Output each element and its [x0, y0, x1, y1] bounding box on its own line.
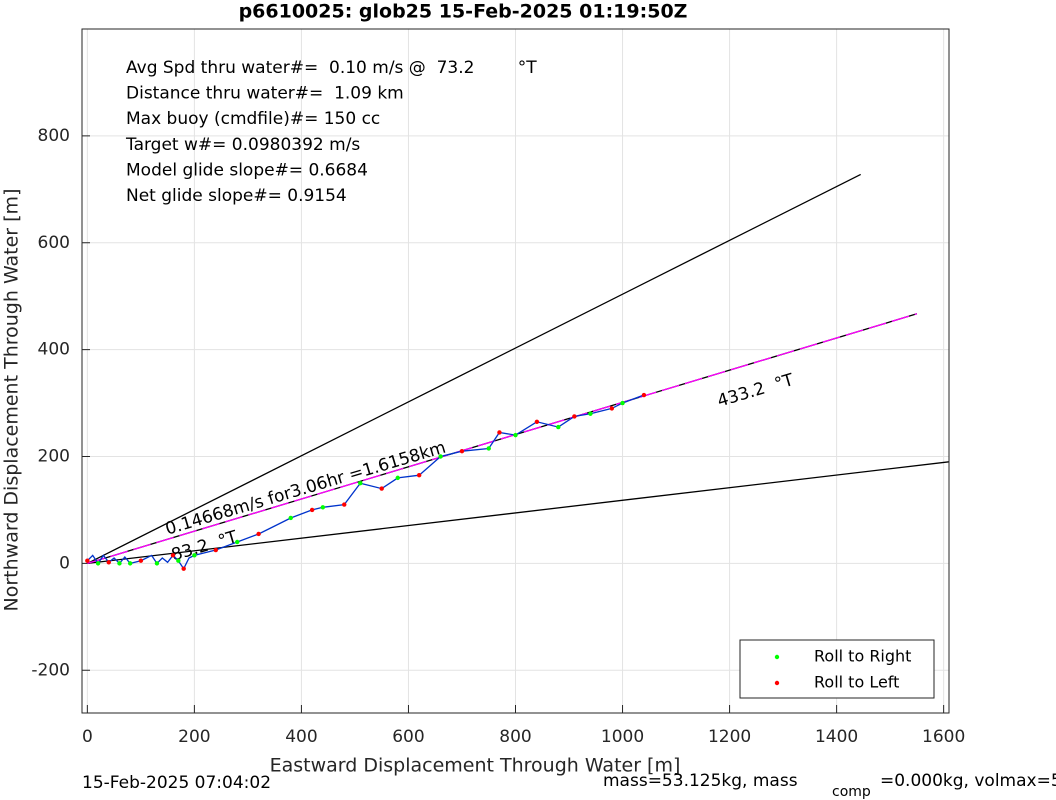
x-tick-label: 0 — [82, 727, 93, 747]
roll-marker — [556, 424, 561, 430]
y-tick-label: 800 — [38, 126, 70, 146]
y-tick-label: 400 — [38, 340, 70, 360]
reference-line — [87, 461, 949, 565]
x-axis-label: Eastward Displacement Through Water [m] — [270, 755, 681, 777]
roll-marker — [320, 505, 326, 510]
stat-text: Model glide slope#= 0.6684 — [126, 160, 368, 180]
y-axis-label: Northward Displacement Through Water [m] — [1, 189, 23, 612]
x-tick-label: 1000 — [601, 727, 644, 747]
roll-marker — [309, 507, 315, 513]
plot-frame — [81, 28, 950, 714]
roll-marker — [497, 430, 502, 435]
stat-text: Avg Spd thru water#= 0.10 m/s @ 73.2 °T — [126, 58, 537, 78]
stat-text: Distance thru water#= 1.09 km — [126, 84, 404, 104]
roll-marker — [213, 547, 218, 553]
roll-marker — [459, 448, 465, 454]
roll-marker — [95, 561, 101, 566]
roll-marker — [176, 558, 181, 563]
roll-marker — [342, 502, 347, 507]
x-tick-label: 1600 — [922, 727, 965, 747]
y-tick-label: 0 — [59, 553, 70, 573]
stat-text: Max buoy (cmdfile)#= 150 cc — [126, 109, 380, 129]
roll-marker — [181, 566, 186, 571]
reference-line — [87, 173, 861, 564]
x-tick-label: 600 — [392, 727, 424, 747]
roll-marker — [572, 414, 577, 419]
roll-marker — [395, 475, 400, 481]
stat-text: Net glide slope#= 0.9154 — [126, 186, 347, 206]
x-tick-label: 800 — [499, 727, 531, 747]
footer-volmax: =0.000kg, volmax=5 — [880, 771, 1056, 791]
roll-marker — [513, 432, 518, 438]
footer-subscript: comp — [832, 784, 871, 800]
roll-marker — [609, 406, 615, 411]
roll-marker — [358, 481, 363, 486]
roll-marker — [106, 560, 111, 565]
chart-title: p6610025: glob25 15-Feb-2025 01:19:50Z — [239, 1, 688, 23]
roll-marker — [127, 561, 133, 566]
roll-marker — [288, 515, 293, 521]
roll-marker — [192, 553, 197, 558]
roll-marker — [170, 553, 176, 558]
roll-marker — [85, 558, 90, 563]
legend-marker — [774, 654, 780, 660]
roll-marker — [416, 473, 422, 478]
roll-marker — [379, 486, 384, 491]
roll-marker — [154, 561, 160, 566]
roll-marker — [438, 454, 443, 459]
reference-line — [87, 313, 918, 565]
stat-text: Target w#= 0.0980392 m/s — [125, 135, 360, 155]
x-tick-label: 1400 — [815, 727, 858, 747]
roll-marker — [641, 392, 647, 398]
y-tick-label: 200 — [38, 447, 70, 467]
roll-marker — [235, 539, 240, 545]
legend-marker — [774, 680, 780, 686]
y-tick-label: 600 — [38, 233, 70, 253]
roll-marker — [117, 561, 122, 566]
footer-mass: mass=53.125kg, mass — [603, 771, 798, 791]
roll-marker — [620, 400, 625, 406]
roll-marker — [486, 446, 491, 451]
roll-marker — [588, 411, 593, 416]
legend-label: Roll to Left — [814, 673, 899, 692]
footer-date: 15-Feb-2025 07:04:02 — [82, 773, 271, 793]
x-tick-label: 1200 — [708, 727, 751, 747]
y-tick-label: -200 — [31, 660, 70, 680]
legend-box — [739, 639, 935, 699]
roll-marker — [534, 419, 540, 424]
legend-label: Roll to Right — [814, 647, 911, 666]
x-tick-label: 200 — [178, 727, 210, 747]
roll-marker — [138, 558, 144, 563]
x-tick-label: 400 — [285, 727, 317, 747]
roll-marker — [256, 531, 261, 537]
